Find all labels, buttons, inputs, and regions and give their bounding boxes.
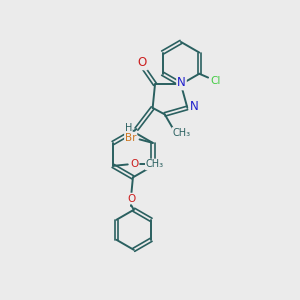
Text: CH₃: CH₃ [146, 159, 164, 170]
Text: O: O [127, 194, 136, 204]
Text: O: O [130, 159, 138, 170]
Text: N: N [177, 76, 186, 89]
Text: Cl: Cl [210, 76, 220, 85]
Text: Br: Br [125, 133, 136, 142]
Text: CH₃: CH₃ [172, 128, 190, 138]
Text: O: O [138, 56, 147, 69]
Text: N: N [190, 100, 198, 113]
Text: H: H [124, 123, 132, 133]
